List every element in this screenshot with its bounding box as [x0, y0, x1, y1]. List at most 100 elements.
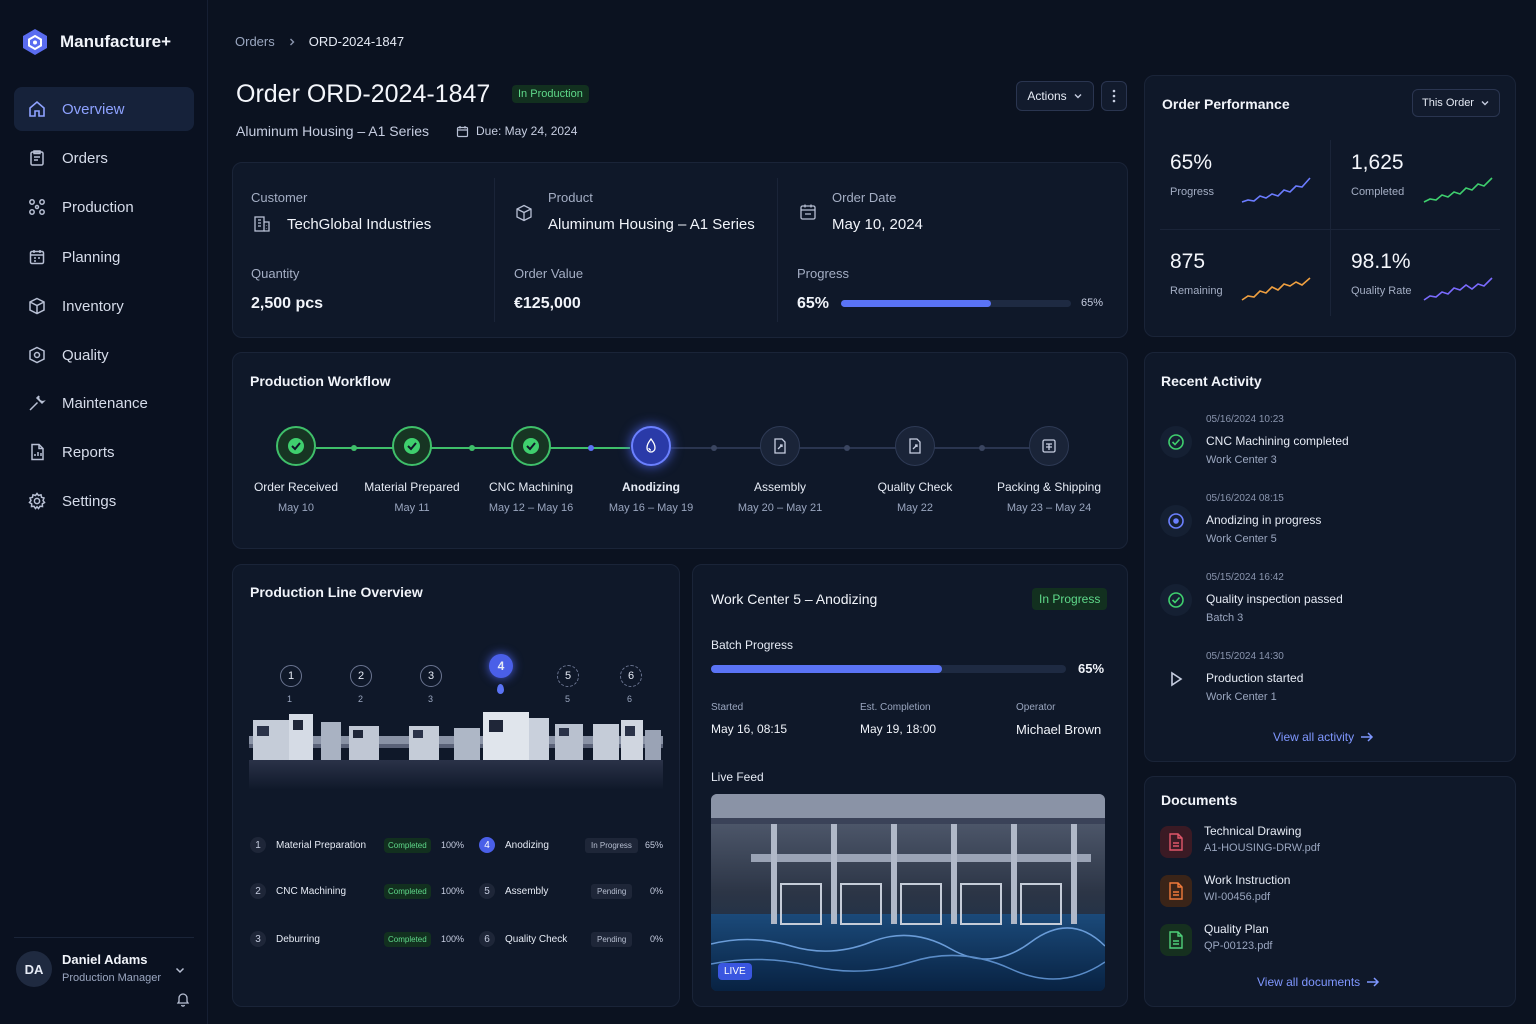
sidebar-item-maintenance[interactable]: Maintenance [14, 381, 194, 425]
more-options-button[interactable] [1101, 81, 1127, 111]
sidebar-item-label: Reports [62, 443, 115, 461]
line-marker-3[interactable]: 3 [420, 665, 442, 687]
sidebar-item-production[interactable]: Production [14, 185, 194, 229]
sidebar-item-settings[interactable]: Settings [14, 479, 194, 523]
row-name: CNC Machining [276, 885, 347, 897]
step-date: May 22 [896, 502, 934, 514]
workflow-step-anodizing[interactable]: Anodizing May 16 – May 19 [591, 426, 711, 514]
sidebar-item-reports[interactable]: Reports [14, 430, 194, 474]
divider [777, 178, 778, 322]
package-icon [1029, 426, 1069, 466]
workflow-step-order-received[interactable]: Order Received May 10 [236, 426, 356, 514]
progress-bar [841, 300, 1071, 307]
line-overview-title: Production Line Overview [250, 584, 423, 600]
document-file: A1-HOUSING-DRW.pdf [1204, 842, 1320, 854]
documents-card [1144, 776, 1516, 1007]
workflow-step-assembly[interactable]: Assembly May 20 – May 21 [720, 426, 840, 514]
activity-sub: Work Center 3 [1206, 454, 1277, 466]
row-number: 2 [250, 883, 266, 899]
operator-label: Operator [1016, 702, 1056, 713]
quantity-label: Quantity [251, 266, 300, 281]
progress-circle-icon [1160, 505, 1192, 537]
order-value: €125,000 [514, 295, 581, 312]
breadcrumb-orders-link[interactable]: Orders [235, 34, 275, 49]
sidebar: Manufacture+ Overview Orders Production … [0, 0, 208, 1024]
step-name: Order Received [253, 480, 339, 494]
sidebar-item-label: Production [62, 198, 134, 216]
order-date-label: Order Date [832, 190, 897, 205]
started-value: May 16, 08:15 [711, 722, 788, 736]
user-name: Daniel Adams [62, 952, 148, 967]
sidebar-item-planning[interactable]: Planning [14, 235, 194, 279]
activity-sub: Work Center 5 [1206, 533, 1277, 545]
sidebar-item-label: Planning [62, 248, 121, 266]
live-feed-video[interactable] [711, 794, 1105, 991]
due-date-text: Due: May 24, 2024 [476, 124, 578, 138]
step-name: Anodizing [622, 480, 680, 494]
app-logo[interactable]: Manufacture+ [22, 28, 171, 56]
document-item[interactable]: Work Instruction WI-00456.pdf [1160, 873, 1490, 913]
work-center-title: Work Center 5 – Anodizing [711, 591, 878, 607]
document-item[interactable]: Technical Drawing A1-HOUSING-DRW.pdf [1160, 824, 1490, 864]
line-row[interactable]: 4 Anodizing In Progress 65% [479, 835, 663, 855]
activity-time: 05/16/2024 08:15 [1206, 493, 1284, 504]
est-completion-label: Est. Completion [860, 702, 931, 713]
sidebar-item-overview[interactable]: Overview [14, 87, 194, 131]
product-value: Aluminum Housing – A1 Series [548, 216, 755, 233]
performance-filter-dropdown[interactable]: This Order [1412, 89, 1500, 117]
sidebar-item-quality[interactable]: Quality [14, 333, 194, 377]
row-number: 6 [479, 931, 495, 947]
workflow-step-material-prepared[interactable]: Material Prepared May 11 [352, 426, 472, 514]
sidebar-divider [14, 937, 194, 938]
workflow-connector-pending [670, 447, 1030, 449]
line-row[interactable]: 6 Quality Check Pending 0% [479, 929, 663, 949]
activity-time: 05/15/2024 16:42 [1206, 572, 1284, 583]
sidebar-item-inventory[interactable]: Inventory [14, 284, 194, 328]
sidebar-item-label: Settings [62, 492, 117, 510]
gear-icon [28, 492, 46, 510]
cube-icon [516, 204, 532, 222]
line-marker-6[interactable]: 6 [620, 665, 642, 687]
batch-progress-label: Batch Progress [711, 638, 794, 652]
metric-completed-value: 1,625 [1351, 151, 1404, 174]
view-all-activity-link[interactable]: View all activity [1273, 730, 1374, 744]
row-name: Quality Check [505, 933, 568, 945]
line-marker-4[interactable]: 4 [489, 654, 513, 678]
line-marker-1[interactable]: 1 [280, 665, 302, 687]
workflow-step-cnc-machining[interactable]: CNC Machining May 12 – May 16 [471, 426, 591, 514]
line-marker-5[interactable]: 5 [557, 665, 579, 687]
row-percent: 65% [644, 840, 663, 850]
line-row[interactable]: 3 Deburring Completed 100% [250, 929, 464, 949]
step-name: Assembly [753, 480, 806, 494]
bell-icon[interactable] [176, 992, 190, 1007]
droplet-icon [497, 684, 504, 694]
workflow-dot [588, 445, 594, 451]
activity-title-text: Anodizing in progress [1206, 513, 1322, 527]
metric-progress-label: Progress [1170, 186, 1215, 198]
row-status-badge: In Progress [585, 837, 638, 853]
step-date: May 23 – May 24 [1006, 502, 1092, 514]
line-row[interactable]: 5 Assembly Pending 0% [479, 881, 663, 901]
line-row[interactable]: 2 CNC Machining Completed 100% [250, 881, 464, 901]
work-center-status-badge: In Progress [1032, 588, 1108, 610]
line-marker-2[interactable]: 2 [350, 665, 372, 687]
document-file: QP-00123.pdf [1204, 940, 1273, 952]
customer-value: TechGlobal Industries [287, 216, 432, 233]
step-name: Quality Check [877, 480, 953, 494]
sidebar-item-orders[interactable]: Orders [14, 136, 194, 180]
document-item[interactable]: Quality Plan QP-00123.pdf [1160, 922, 1490, 962]
completed-sparkline [1423, 177, 1493, 203]
view-all-documents-link[interactable]: View all documents [1257, 975, 1380, 989]
workflow-step-packing-shipping[interactable]: Packing & Shipping May 23 – May 24 [989, 426, 1109, 514]
user-profile[interactable]: DA Daniel Adams Production Manager [14, 948, 194, 1008]
workflow-step-quality-check[interactable]: Quality Check May 22 [855, 426, 975, 514]
order-date-value: May 10, 2024 [832, 216, 923, 233]
row-status-badge: Completed [384, 931, 431, 947]
chevron-down-icon[interactable] [174, 964, 186, 976]
line-row[interactable]: 1 Material Preparation Completed 100% [250, 835, 464, 855]
actions-button[interactable]: Actions [1016, 81, 1094, 111]
activity-sub: Work Center 1 [1206, 691, 1277, 703]
view-all-documents-label: View all documents [1257, 975, 1361, 989]
chevron-down-icon [1074, 94, 1082, 99]
row-percent: 100% [440, 840, 464, 850]
